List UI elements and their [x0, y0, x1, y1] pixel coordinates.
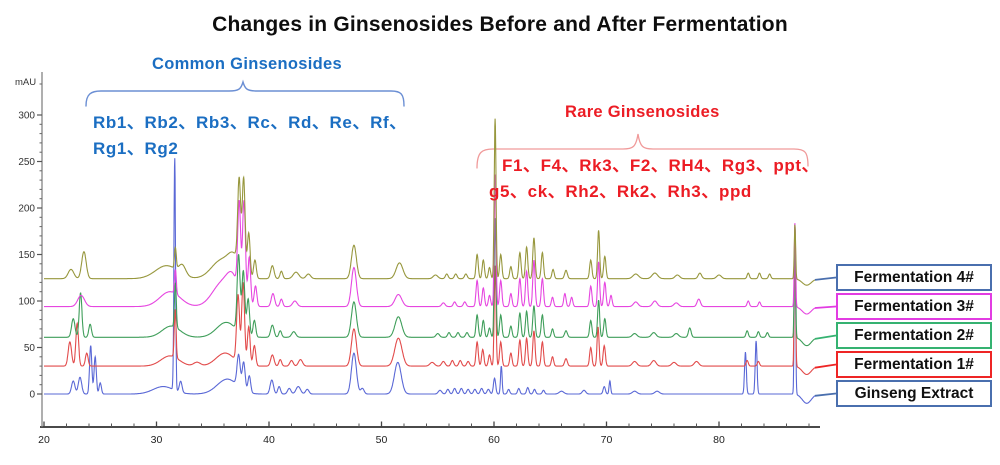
- rare-ginsenosides-line1: F1、F4、Rk3、F2、RH4、Rg3、ppt、: [502, 156, 820, 175]
- svg-text:250: 250: [18, 157, 35, 168]
- legend: Fermentation 4# Fermentation 3# Fermenta…: [836, 264, 992, 407]
- svg-text:50: 50: [24, 343, 36, 354]
- svg-text:40: 40: [263, 434, 275, 446]
- legend-item-fermentation-3: Fermentation 3#: [836, 293, 992, 320]
- svg-text:70: 70: [601, 434, 613, 446]
- axes: 0 50 100 150 200 250 300 20 30 40 50 60 70 80: [18, 72, 820, 446]
- svg-text:300: 300: [18, 111, 35, 122]
- rare-ginsenosides-brace: [476, 133, 809, 169]
- svg-text:100: 100: [18, 297, 35, 308]
- legend-leader-lines: [814, 276, 837, 397]
- common-ginsenosides-line1: Rb1、Rb2、Rb3、Rc、Rd、Re、Rf、: [93, 113, 407, 132]
- trace-fermentation-4-: [44, 118, 816, 286]
- figure-title: Changes in Ginsenosides Before and After…: [212, 13, 788, 36]
- common-ginsenosides-list: Rb1、Rb2、Rb3、Rc、Rd、Re、Rf、 Rg1、Rg2: [93, 110, 407, 162]
- traces: [44, 118, 816, 404]
- svg-text:200: 200: [18, 204, 35, 215]
- trace-fermentation-3-: [44, 174, 816, 315]
- svg-text:20: 20: [38, 434, 50, 446]
- legend-item-fermentation-2: Fermentation 2#: [836, 322, 992, 349]
- rare-ginsenosides-line2: g5、ck、Rh2、Rk2、Rh3、ppd: [489, 182, 752, 201]
- common-ginsenosides-label: Common Ginsenosides: [152, 55, 342, 73]
- rare-ginsenosides-label: Rare Ginsenosides: [565, 103, 720, 121]
- legend-item-fermentation-1: Fermentation 1#: [836, 351, 992, 378]
- svg-text:150: 150: [18, 250, 35, 261]
- svg-text:30: 30: [151, 434, 163, 446]
- svg-text:80: 80: [713, 434, 725, 446]
- common-ginsenosides-brace: [85, 79, 405, 107]
- y-axis-unit-label: mAU: [15, 77, 37, 88]
- trace-fermentation-2-: [44, 218, 816, 347]
- trace-fermentation-1-: [44, 226, 816, 376]
- common-ginsenosides-line2: Rg1、Rg2: [93, 139, 179, 158]
- legend-item-ginseng-extract: Ginseng Extract: [836, 380, 992, 407]
- svg-text:0: 0: [29, 390, 35, 401]
- svg-text:60: 60: [488, 434, 500, 446]
- legend-item-fermentation-4: Fermentation 4#: [836, 264, 992, 291]
- trace-ginseng-extract: [44, 158, 816, 404]
- svg-text:50: 50: [376, 434, 388, 446]
